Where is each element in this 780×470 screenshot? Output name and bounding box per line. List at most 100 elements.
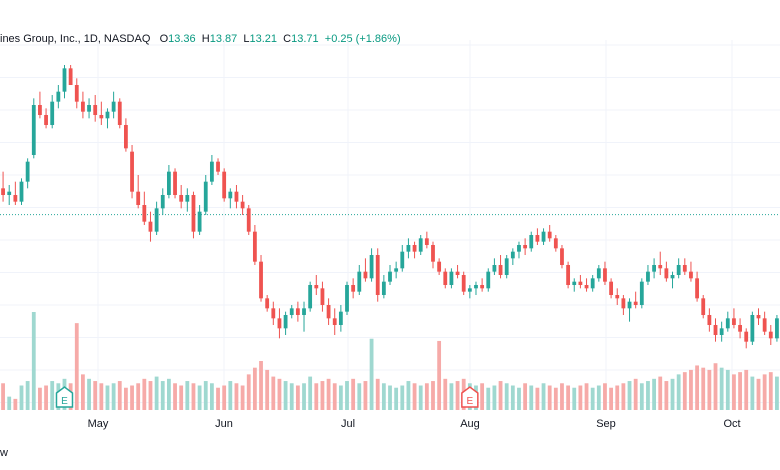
- volume-bar: [105, 385, 110, 410]
- candle-body: [689, 271, 693, 279]
- candle-body: [467, 288, 472, 292]
- volume-bar: [271, 376, 276, 410]
- high-label: H: [201, 33, 210, 45]
- candle-body: [621, 298, 626, 309]
- volume-bar: [160, 381, 165, 410]
- volume-bar: [719, 367, 724, 410]
- candle-body: [461, 275, 466, 292]
- volume-bar: [707, 369, 712, 410]
- candle-body: [363, 271, 368, 279]
- volume-bar: [639, 383, 644, 410]
- candle-body: [166, 171, 171, 195]
- candle-body: [492, 265, 497, 272]
- low-value: 13.21: [249, 33, 278, 45]
- volume-bar: [418, 385, 423, 410]
- volume-bar: [357, 383, 362, 410]
- candle-body: [566, 265, 571, 285]
- volume-bar: [209, 383, 214, 410]
- candle-body: [93, 105, 98, 115]
- candle-body: [738, 325, 742, 332]
- candle-body: [381, 281, 386, 295]
- volume-bar: [553, 387, 558, 410]
- volume-bar: [670, 378, 675, 410]
- volume-bar: [566, 385, 571, 410]
- candle-body: [627, 301, 632, 309]
- volume-bar: [627, 381, 632, 410]
- volume-bar: [732, 374, 736, 410]
- volume-bar: [510, 385, 515, 410]
- candle-body: [209, 161, 214, 182]
- volume-bar: [302, 383, 306, 410]
- candle-body: [154, 208, 159, 232]
- candle-body: [136, 191, 141, 205]
- candle-body: [38, 105, 42, 115]
- volume-bar: [572, 387, 577, 410]
- candle-body: [455, 271, 460, 275]
- volume-bar: [738, 372, 742, 410]
- volume-bar: [455, 381, 460, 410]
- candle-body: [351, 285, 356, 292]
- candle-body: [768, 331, 773, 339]
- volume-bar: [713, 363, 718, 410]
- candle-body: [504, 258, 509, 275]
- candle-body: [682, 265, 687, 272]
- candle-body: [173, 171, 177, 195]
- candle-body: [424, 238, 429, 245]
- volume-bar: [197, 385, 202, 410]
- candle-body: [320, 288, 325, 305]
- candle-body: [596, 268, 601, 279]
- change-value: +0.25 (+1.86%): [324, 33, 401, 45]
- volume-bar: [99, 383, 104, 410]
- candle-body: [590, 278, 595, 289]
- volume-bar: [492, 385, 497, 410]
- candle-body: [529, 235, 534, 249]
- volume-bar: [541, 383, 546, 410]
- candle-body: [609, 281, 614, 295]
- volume-bar: [1, 383, 5, 410]
- volume-bar: [768, 372, 773, 410]
- volume-bar: [179, 385, 184, 410]
- candle-body: [775, 318, 779, 339]
- candle-body: [277, 318, 282, 329]
- candle-body: [99, 115, 104, 119]
- volume-bar: [652, 378, 656, 410]
- volume-bar: [431, 381, 435, 410]
- volume-bar: [682, 372, 687, 410]
- volume-bar: [25, 381, 30, 410]
- volume-bar: [351, 378, 356, 410]
- volume-bar: [547, 385, 552, 410]
- volume-bar: [283, 381, 288, 410]
- volume-bar: [504, 383, 509, 410]
- volume-bar: [252, 367, 257, 410]
- volume-bar: [203, 381, 208, 410]
- symbol-title: ines Group, Inc., 1D, NASDAQ: [0, 33, 151, 45]
- candle-body: [62, 68, 67, 92]
- candle-body: [750, 315, 755, 342]
- volume-bar: [265, 369, 270, 410]
- candle-body: [670, 275, 675, 279]
- candle-body: [498, 265, 503, 275]
- candle-body: [369, 255, 374, 279]
- bottom-note: w: [0, 447, 8, 459]
- volume-bar: [621, 383, 626, 410]
- volume-bar: [406, 381, 411, 410]
- volume-bars: [1, 312, 779, 410]
- earnings-marker-label: E: [61, 396, 68, 407]
- volume-bar: [38, 387, 42, 410]
- volume-bar: [517, 387, 521, 410]
- volume-bar: [400, 385, 405, 410]
- candle-body: [265, 298, 270, 309]
- earnings-marker: E: [55, 386, 74, 408]
- candle-body: [142, 205, 147, 222]
- candle-body: [74, 85, 79, 102]
- volume-bar: [480, 383, 485, 410]
- volume-bar: [775, 376, 779, 410]
- candle-body: [547, 231, 552, 239]
- candle-body: [87, 105, 91, 112]
- candle-body: [535, 235, 540, 242]
- candle-body: [523, 245, 528, 249]
- candle-body: [652, 265, 656, 272]
- candle-body: [31, 105, 36, 155]
